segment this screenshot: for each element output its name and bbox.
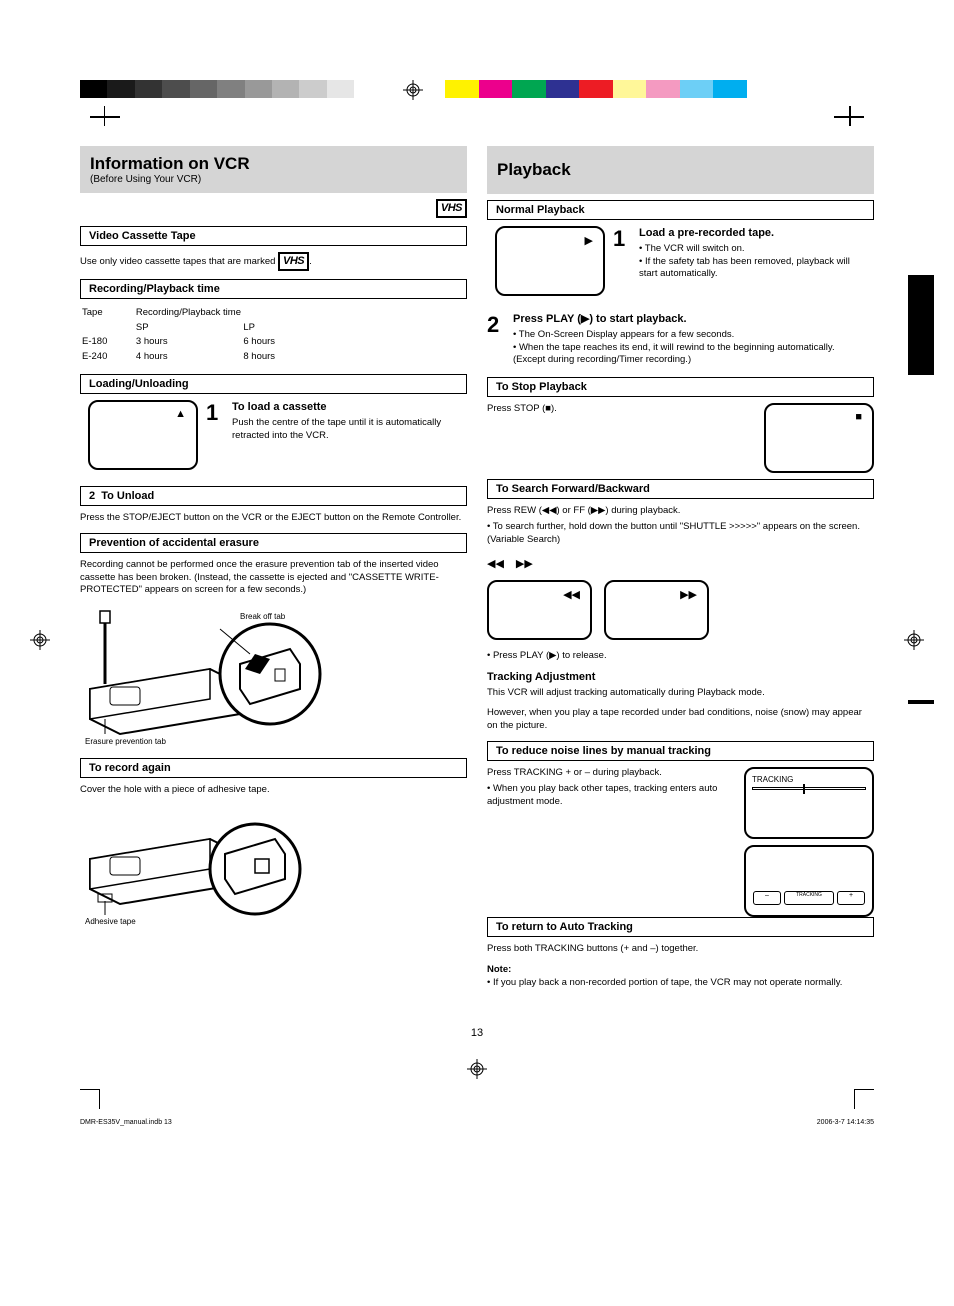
left-subtitle: (Before Using Your VCR) xyxy=(90,174,457,185)
r-step1: ▶ 1 Load a pre-recorded tape. • The VCR … xyxy=(487,226,874,302)
tracking-buttons-panel: – TRACKING + xyxy=(744,845,874,917)
sec-stop-playback: To Stop Playback xyxy=(487,377,874,397)
left-title-box: Information on VCR (Before Using Your VC… xyxy=(80,146,467,193)
step2-title: 2 To Unload xyxy=(80,486,467,506)
footer-info: DMR-ES35V_manual.indb 13 2006-3-7 14:14:… xyxy=(80,1119,874,1126)
vhs-logo-inline-icon: VHS xyxy=(278,252,309,271)
ff-button-panel: ▶▶ xyxy=(604,580,709,640)
note-block: Note: • If you play back a non-recorded … xyxy=(487,964,874,990)
breaktab-label: Break off tab xyxy=(240,612,286,621)
sec-search: To Search Forward/Backward xyxy=(487,479,874,499)
r-step1-title: Load a pre-recorded tape. xyxy=(639,226,866,241)
print-color-bar xyxy=(80,80,874,98)
prevention-body: Recording cannot be performed once the e… xyxy=(80,559,467,597)
sec-manual-tracking: To reduce noise lines by manual tracking xyxy=(487,741,874,761)
r-step2-num: 2 xyxy=(487,312,505,367)
rew-button-panel: ◀◀ xyxy=(487,580,592,640)
step-load: ▲ 1 To load a cassette Push the centre o… xyxy=(80,400,467,476)
registration-mark-icon xyxy=(403,80,423,100)
record-again-body: Cover the hole with a piece of adhesive … xyxy=(80,784,467,797)
manual-body1: Press TRACKING + or – during playback. xyxy=(487,767,736,780)
cassette-text: Use only video cassette tapes that are m… xyxy=(80,252,467,271)
r-step2: 2 Press PLAY (▶) to start playback. • Th… xyxy=(487,312,874,367)
sec-loading: Loading/Unloading xyxy=(80,374,467,394)
footer-left: DMR-ES35V_manual.indb 13 xyxy=(80,1119,172,1126)
registration-mark-left xyxy=(30,630,50,655)
page-number: 13 xyxy=(80,1027,874,1039)
tracking-p2: However, when you play a tape recorded u… xyxy=(487,707,874,733)
rew-ff-panels-boxes: ◀◀ ▶▶ xyxy=(487,580,874,640)
step1-body: Push the centre of the tape until it is … xyxy=(232,417,459,443)
r-step1-num: 1 xyxy=(613,226,631,302)
footer-right: 2006-3-7 14:14:35 xyxy=(817,1119,874,1126)
manual-body2: When you play back other tapes, tracking… xyxy=(487,783,717,807)
sec-video-cassette: Video Cassette Tape xyxy=(80,226,467,246)
vhs-line: VHS xyxy=(80,199,467,218)
crop-marks-bottom xyxy=(80,1089,874,1109)
left-column: Information on VCR (Before Using Your VC… xyxy=(80,146,467,997)
right-title: Playback xyxy=(497,160,864,180)
right-column: Playback Normal Playback ▶ 1 Load a pre-… xyxy=(487,146,874,997)
tracking-heading: Tracking Adjustment xyxy=(487,671,874,683)
eject-button-panel: ▲ xyxy=(88,400,198,470)
fastforward-icon: ▶▶ xyxy=(680,588,697,601)
sec-auto-tracking: To return to Auto Tracking xyxy=(487,917,874,937)
stop-icon: ■ xyxy=(855,411,862,423)
vhs-logo-icon: VHS xyxy=(436,199,467,218)
sec-rec-time: Recording/Playback time xyxy=(80,279,467,299)
cassette-tape-diagram: Adhesive tape xyxy=(80,809,340,929)
adhesive-label: Adhesive tape xyxy=(85,917,136,926)
tracking-label-button: TRACKING xyxy=(784,891,834,905)
side-divider xyxy=(908,700,934,704)
sec-record-again: To record again xyxy=(80,758,467,778)
cassette-breaktab-diagram: Break off tab Erasure prevention tab xyxy=(80,609,340,749)
search-release: • Press PLAY (▶) to release. xyxy=(487,650,874,663)
play-button-panel: ▶ xyxy=(495,226,605,296)
step1-title: To load a cassette xyxy=(232,400,459,415)
registration-mark-right xyxy=(904,630,924,655)
search-body: Press REW (◀◀) or FF (▶▶) during playbac… xyxy=(487,505,874,546)
tracking-osd-display: TRACKING xyxy=(744,767,874,839)
sec-prevention: Prevention of accidental erasure xyxy=(80,533,467,553)
step2-body: Press the STOP/EJECT button on the VCR o… xyxy=(80,512,467,525)
rec-time-table: TapeRecording/Playback time SPLP E-1803 … xyxy=(80,305,467,366)
side-tab xyxy=(908,275,934,375)
tracking-p1: This VCR will adjust tracking automatica… xyxy=(487,687,874,700)
crop-marks-top xyxy=(80,106,874,136)
step1-num: 1 xyxy=(206,400,224,476)
rewind-icon: ◀◀ xyxy=(563,588,580,601)
erasure-tab-label: Erasure prevention tab xyxy=(85,737,166,746)
registration-mark-bottom xyxy=(80,1059,874,1084)
eject-icon: ▲ xyxy=(175,408,186,420)
auto-tracking-body: Press both TRACKING buttons (+ and –) to… xyxy=(487,943,874,956)
play-icon: ▶ xyxy=(585,234,593,247)
left-title: Information on VCR xyxy=(90,154,250,173)
stop-button-panel: ■ xyxy=(764,403,874,473)
sec-normal-playback: Normal Playback xyxy=(487,200,874,220)
rew-ff-panels: ◀◀ ▶▶ xyxy=(487,555,874,570)
r-step2-title: Press PLAY (▶) to start playback. xyxy=(513,312,866,327)
tracking-minus-button: – xyxy=(753,891,781,905)
right-title-box: Playback xyxy=(487,146,874,194)
tracking-plus-button: + xyxy=(837,891,865,905)
